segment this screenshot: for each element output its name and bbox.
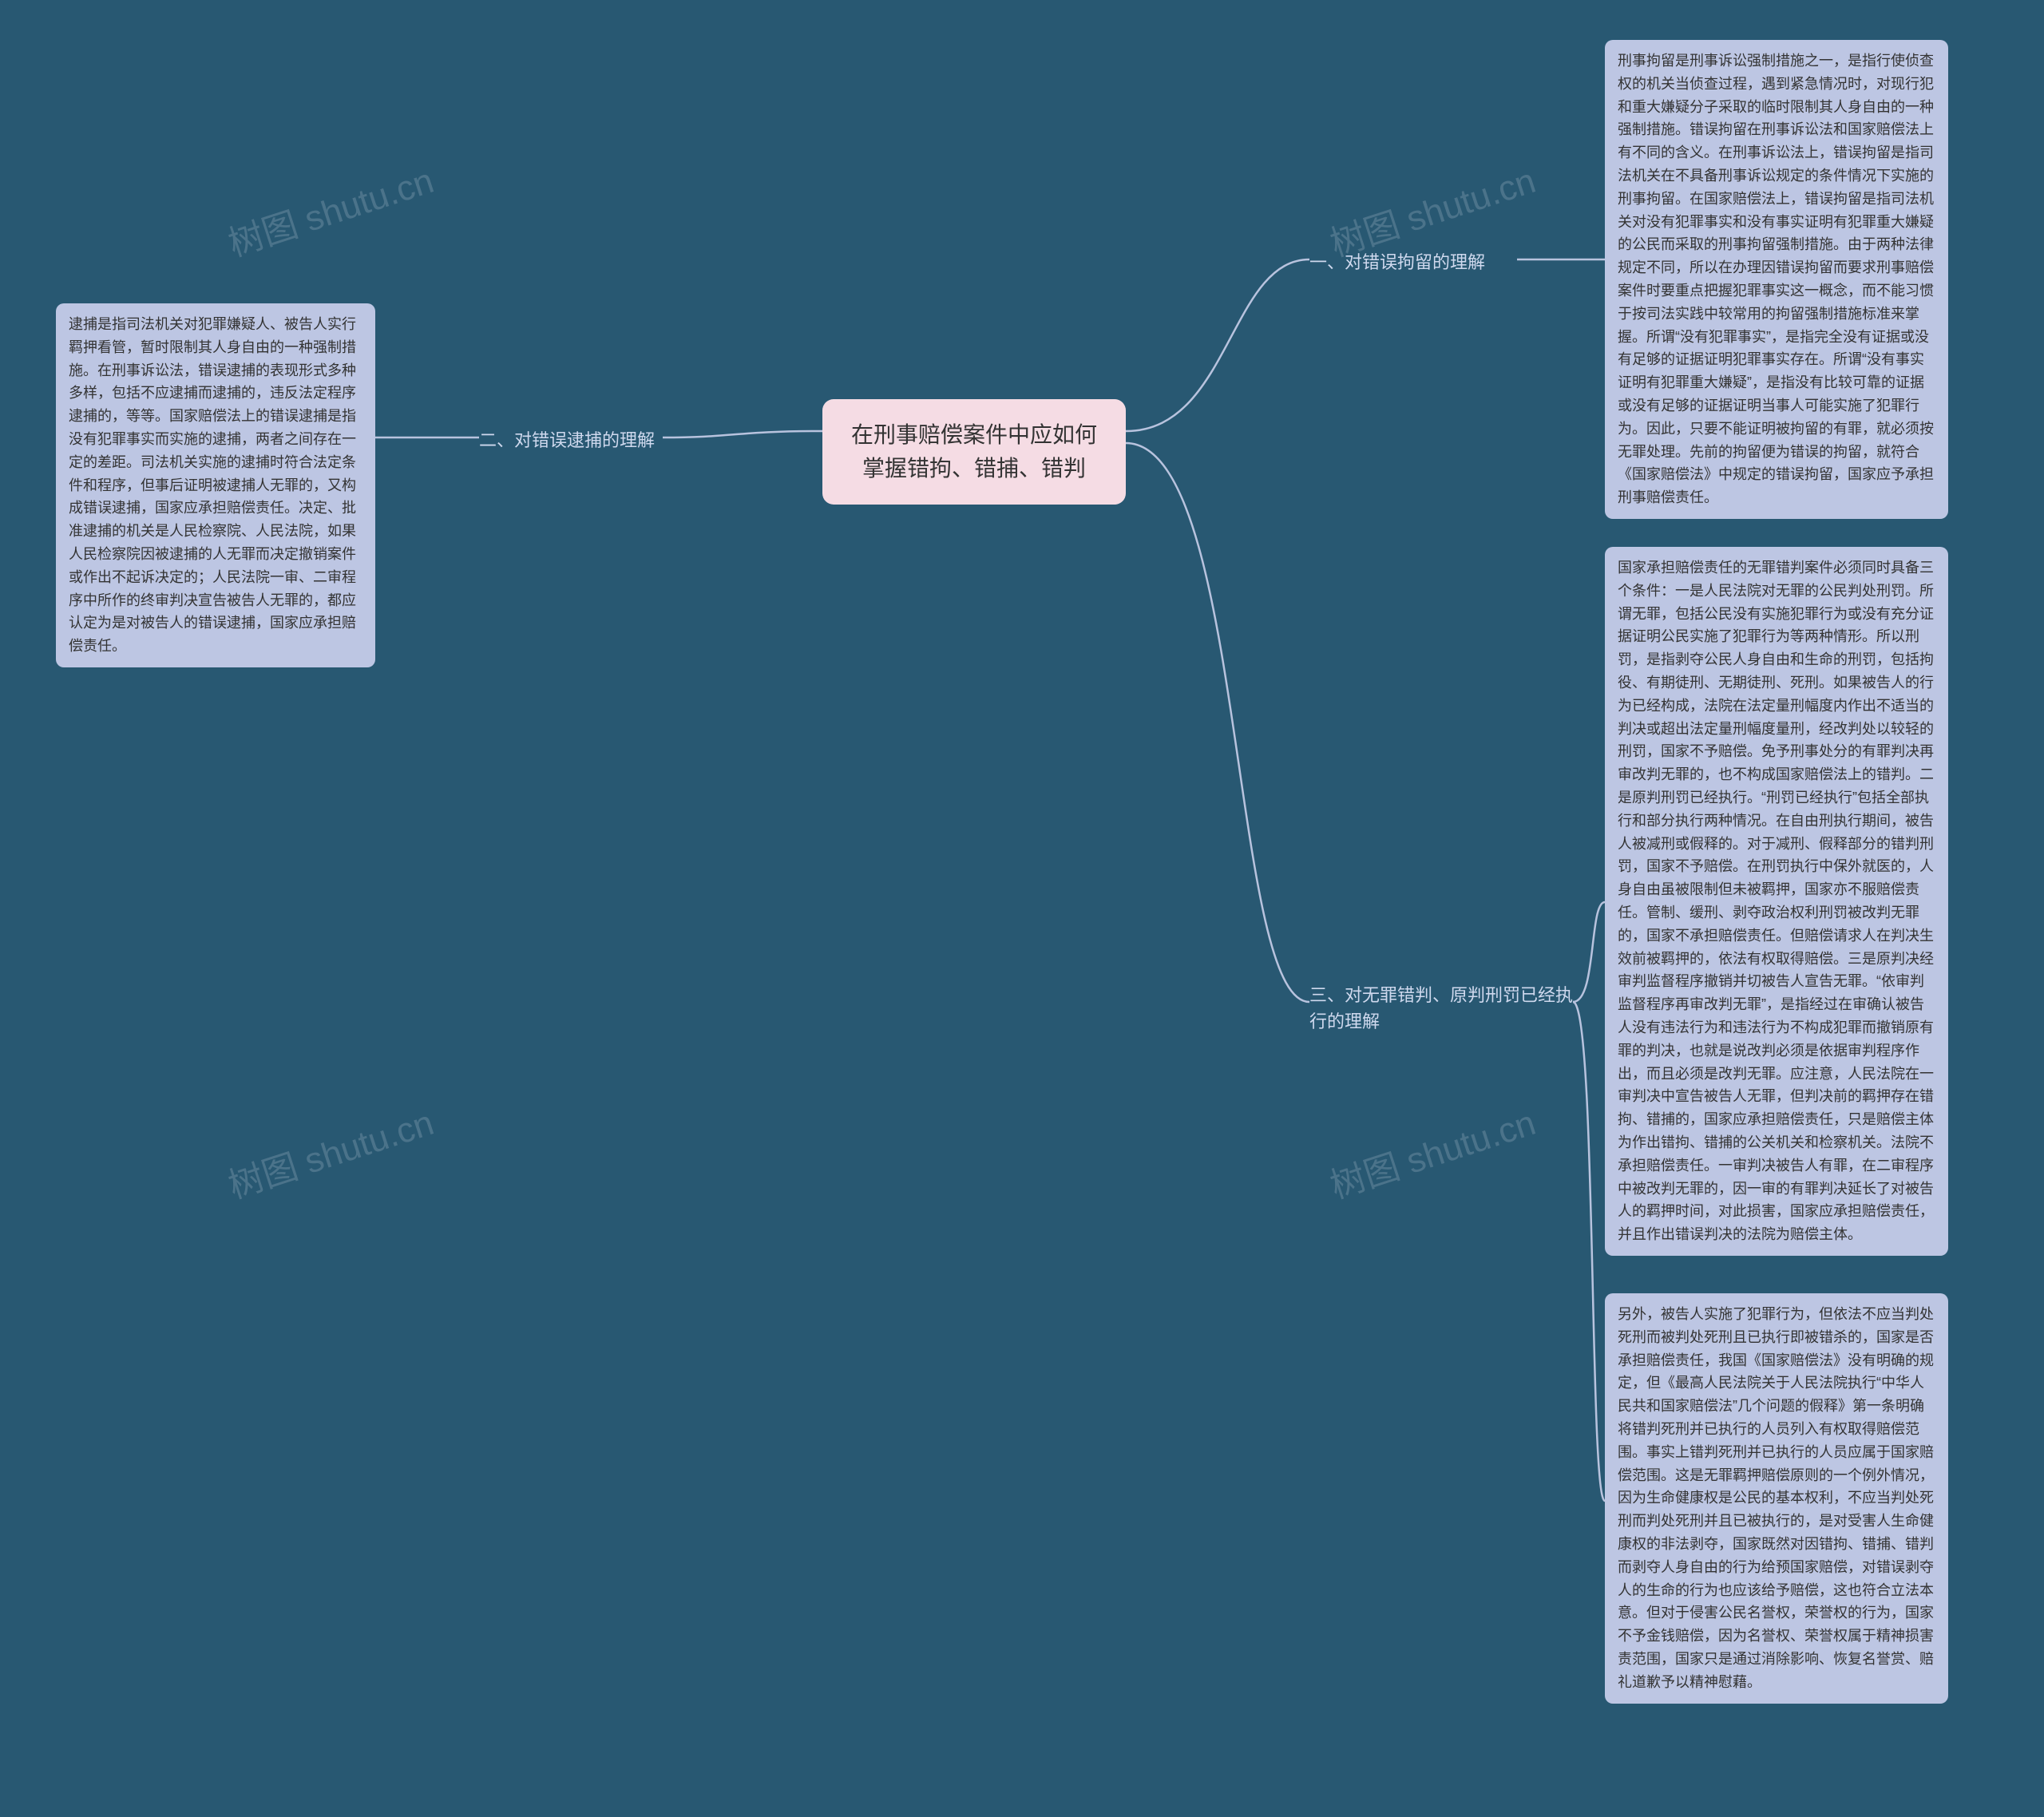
leaf-3a-text[interactable]: 国家承担赔偿责任的无罪错判案件必须同时具备三个条件：一是人民法院对无罪的公民判处… <box>1605 547 1948 1256</box>
leaf-1-text[interactable]: 刑事拘留是刑事诉讼强制措施之一，是指行使侦查权的机关当侦查过程，遇到紧急情况时，… <box>1605 40 1948 519</box>
leaf-2-text[interactable]: 逮捕是指司法机关对犯罪嫌疑人、被告人实行羁押看管，暂时限制其人身自由的一种强制措… <box>56 303 375 667</box>
watermark: 树图 shutu.cn <box>221 152 439 266</box>
watermark: 树图 shutu.cn <box>1323 1094 1541 1208</box>
branch-1-label[interactable]: 一、对错误拘留的理解 <box>1309 249 1485 275</box>
branch-2-label[interactable]: 二、对错误逮捕的理解 <box>479 427 655 453</box>
watermark: 树图 shutu.cn <box>221 1094 439 1208</box>
center-node[interactable]: 在刑事赔偿案件中应如何掌握错拘、错捕、错判 <box>822 399 1126 505</box>
branch-3-label[interactable]: 三、对无罪错判、原判刑罚已经执行的理解 <box>1309 982 1573 1035</box>
leaf-3b-text[interactable]: 另外，被告人实施了犯罪行为，但依法不应当判处死刑而被判处死刑且已执行即被错杀的，… <box>1605 1293 1948 1704</box>
